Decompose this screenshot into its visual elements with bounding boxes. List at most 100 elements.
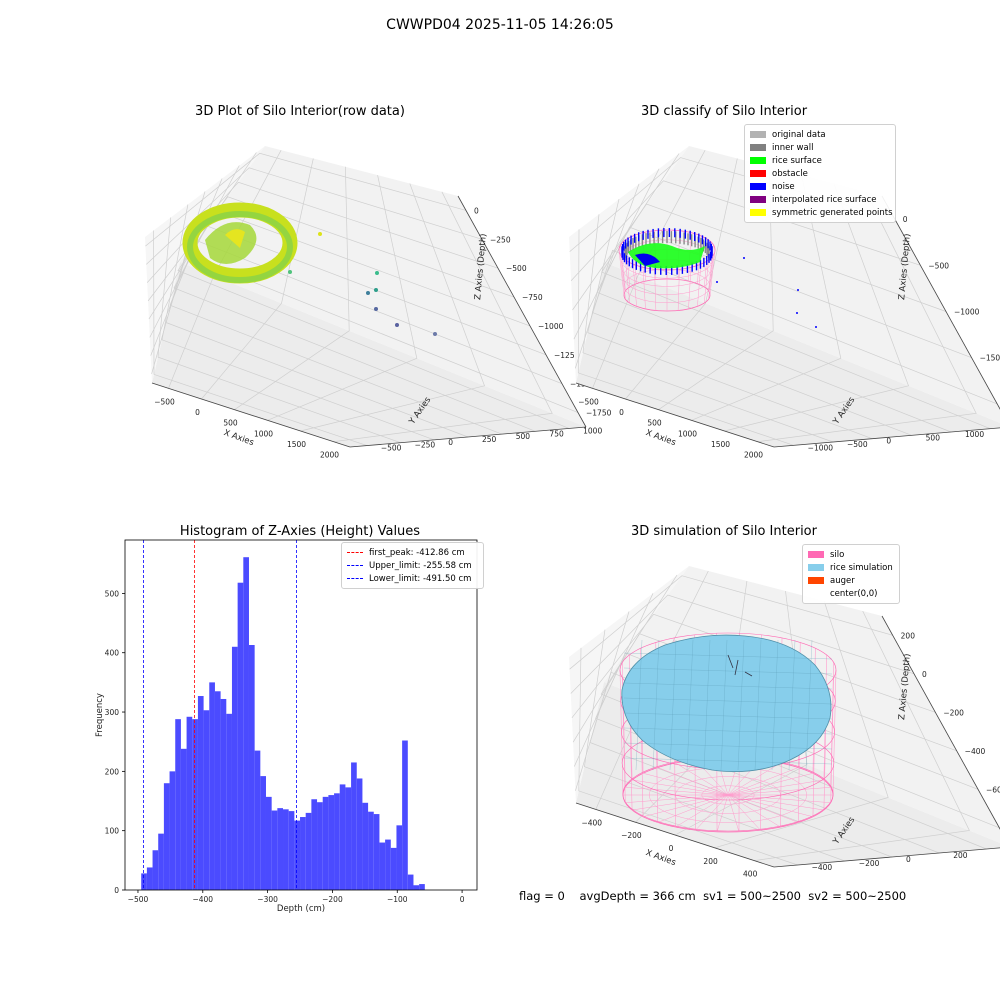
histogram-bar	[180, 748, 187, 890]
silo-floor-spoke	[727, 767, 799, 796]
z-tick-label: −750	[522, 293, 543, 302]
grid-line	[157, 217, 401, 444]
z-tick-label: −1000	[954, 308, 980, 317]
z-tick-label: −250	[490, 235, 511, 244]
grid-line	[574, 249, 998, 405]
outlier-point	[375, 271, 379, 275]
histogram-bar	[362, 802, 369, 890]
x-tick-label: 200	[703, 857, 718, 866]
y-tick-label: 400	[105, 649, 120, 658]
y-tick-label: −500	[847, 440, 868, 449]
x-axis-line	[151, 382, 351, 448]
histogram-bar	[243, 557, 249, 890]
grid-line	[333, 191, 553, 443]
status-sv1: sv1 = 500~2500	[703, 889, 801, 903]
histogram-bar	[248, 645, 255, 890]
surface-mesh-line	[720, 639, 728, 771]
legend-label: inner wall	[772, 142, 814, 153]
x-axis-line	[575, 382, 775, 448]
surface-mesh-line	[623, 697, 833, 705]
z-tick-label: −1000	[538, 322, 564, 331]
surface-mesh-line	[686, 639, 694, 771]
histogram-bar	[152, 850, 159, 890]
noise-outlier	[743, 257, 745, 259]
histogram-bar	[169, 771, 176, 890]
surface-mesh-line	[623, 712, 833, 720]
z-tick-label: −500	[506, 264, 527, 273]
legend-entry-noise: noise	[750, 180, 890, 193]
x-tick-label: 1500	[711, 440, 730, 449]
grid-line	[592, 150, 706, 389]
plot-frame	[124, 539, 478, 891]
x-axis-label: Depth (cm)	[277, 904, 325, 914]
legend-label: obstacle	[772, 168, 808, 179]
back-pane	[604, 146, 1000, 423]
status-flag: flag = 0	[519, 889, 565, 903]
histogram-bar	[311, 799, 318, 890]
histogram-bar	[265, 796, 272, 890]
grid-line	[625, 158, 738, 400]
grid-line	[601, 153, 991, 430]
noise-outlier	[796, 312, 798, 314]
grid-line	[570, 180, 921, 282]
histogram-bar	[345, 787, 352, 890]
x-tick-label: −300	[257, 895, 278, 904]
rice-simulation-surface	[621, 634, 832, 772]
cylinder-strut	[697, 264, 702, 307]
histogram-title: Histogram of Z-Axies (Height) Values	[179, 524, 421, 539]
legend-label: noise	[772, 181, 795, 192]
histogram-bar	[373, 814, 380, 890]
x-tick-label: −500	[578, 397, 599, 406]
grid-line	[575, 671, 1000, 829]
histogram-bar	[413, 885, 420, 890]
x-tick-label: 0	[195, 408, 200, 417]
z-tick-label: −400	[965, 747, 986, 756]
silo-floor-spoke	[642, 773, 729, 796]
histogram-bar	[379, 842, 386, 890]
plot4-title: 3D simulation of Silo Interior	[631, 524, 817, 539]
y-tick-label: 200	[953, 851, 968, 860]
histogram-bar	[317, 802, 323, 890]
cylinder-strut	[688, 267, 692, 309]
histogram-bar	[271, 810, 278, 890]
cylinder-strut	[654, 269, 657, 311]
plot4-legend: silo rice simulation auger center(0,0)	[802, 544, 900, 604]
legend-entry-rice-simulation: rice simulation	[808, 561, 894, 574]
plot1-3d-axes: −500 0 500 1000 1500 2000 −500 −250 0 250 500 750 10…	[145, 146, 612, 460]
legend-entry-silo: silo	[808, 548, 894, 561]
outlier-point	[288, 270, 292, 274]
histogram-bar	[186, 716, 193, 890]
grid-line	[147, 196, 515, 302]
histogram-bar	[305, 812, 312, 890]
y-tick-label: 250	[482, 435, 497, 444]
grid-line	[569, 575, 893, 670]
histogram-bar	[220, 698, 227, 890]
cylinder-strut	[642, 267, 646, 309]
grid-line	[201, 158, 314, 400]
silo-floor-spoke	[625, 787, 729, 796]
grid-line	[267, 175, 418, 421]
z-axis-line	[881, 195, 1000, 410]
legend-entry-lower-limit: Lower_limit: -491.50 cm	[347, 572, 478, 585]
x-tick-label: 0	[460, 895, 465, 904]
legend-entry-interpolated: interpolated rice surface	[750, 193, 890, 206]
legend-entry-original-data: original data	[750, 128, 890, 141]
cylinder-strut	[708, 255, 714, 300]
cylinder-strut	[625, 259, 631, 304]
surface-mesh-line	[623, 667, 833, 675]
grid-line	[587, 199, 873, 440]
histogram-bar	[396, 825, 403, 890]
histogram-bar	[402, 740, 408, 890]
legend-label: symmetric generated points	[772, 207, 893, 218]
surface-mesh-line	[805, 639, 813, 771]
y-tick-label: 0	[448, 438, 453, 447]
z-tick-label: 0	[474, 206, 479, 215]
silo-floor-spoke	[727, 794, 740, 832]
legend-swatch	[750, 144, 766, 151]
z-tick-label: −1500	[980, 354, 1000, 363]
histogram-bar	[339, 784, 346, 890]
grid-line	[573, 226, 972, 359]
y-tick-label: −400	[812, 863, 833, 872]
histogram-bar	[294, 820, 301, 890]
histogram-bar	[209, 682, 215, 890]
